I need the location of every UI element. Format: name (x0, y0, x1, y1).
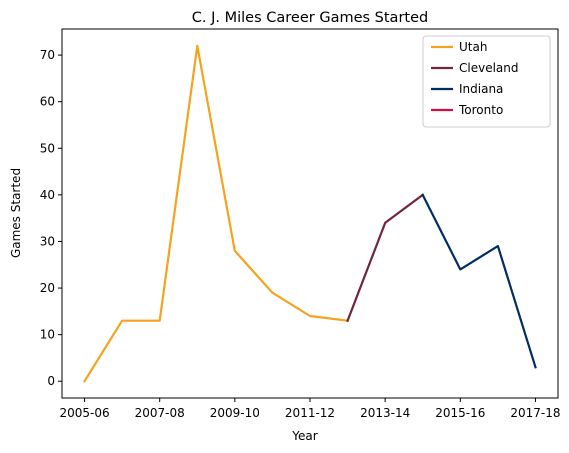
x-axis-label: Year (291, 429, 317, 443)
legend-box (422, 35, 551, 128)
x-tick-label: 2007-08 (135, 406, 185, 420)
y-axis: 0 10 20 30 40 50 60 70 (40, 48, 62, 388)
y-tick-label: 50 (40, 141, 55, 155)
y-tick-label: 10 (40, 328, 55, 342)
x-axis: 2005-06 2007-08 2009-10 2011-12 2013-14 2015-… (59, 398, 561, 420)
y-tick-label: 0 (47, 374, 55, 388)
x-tick-label: 2015-16 (435, 406, 485, 420)
x-tick-label: 2013-14 (360, 406, 410, 420)
legend-label-toronto: Toronto (458, 103, 503, 117)
legend-label-cleveland: Cleveland (459, 61, 519, 75)
legend-label-indiana: Indiana (459, 82, 503, 96)
y-tick-label: 20 (40, 281, 55, 295)
x-tick-label: 2011-12 (285, 406, 335, 420)
y-tick-label: 70 (40, 48, 55, 62)
legend: Utah Cleveland Indiana Toronto (422, 35, 551, 128)
y-axis-label: Games Started (9, 168, 23, 258)
x-tick-label: 2017-18 (510, 406, 560, 420)
y-tick-label: 60 (40, 95, 55, 109)
y-tick-label: 40 (40, 188, 55, 202)
series-line-utah (82, 44, 349, 383)
x-tick-label: 2005-06 (59, 406, 109, 420)
plot-area (82, 44, 537, 383)
y-tick-label: 30 (40, 234, 55, 248)
chart-title: C. J. Miles Career Games Started (192, 10, 428, 26)
series-line-indiana (421, 193, 537, 369)
series-line-cleveland (346, 193, 425, 323)
x-tick-label: 2009-10 (210, 406, 260, 420)
legend-label-utah: Utah (459, 40, 487, 54)
